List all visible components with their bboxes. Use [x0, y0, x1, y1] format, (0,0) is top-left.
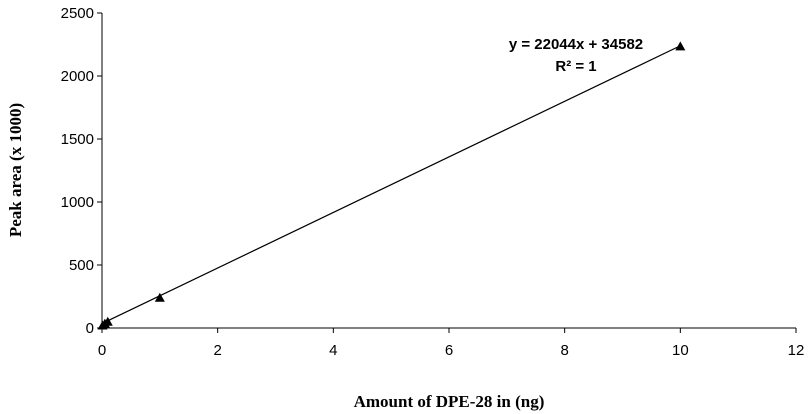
x-tick-label: 6	[445, 342, 453, 359]
y-tick-label: 2000	[61, 68, 94, 85]
y-tick-label: 1500	[61, 131, 94, 148]
equation-label: y = 22044x + 34582	[509, 36, 643, 53]
x-ticks: 0 2 4 6 8 10 12	[98, 328, 805, 359]
x-tick-label: 10	[672, 342, 689, 359]
y-tick-label: 0	[86, 320, 94, 337]
y-axis-title: Peak area (x 1000)	[6, 103, 25, 237]
x-axis-title: Amount of DPE-28 in (ng)	[354, 392, 545, 411]
y-tick-label: 1000	[61, 194, 94, 211]
data-point-marker	[102, 316, 113, 326]
trendline	[101, 45, 681, 325]
data-point-marker	[154, 292, 165, 302]
trendline-group	[101, 45, 681, 325]
axes	[101, 13, 796, 329]
x-tick-label: 0	[98, 342, 106, 359]
x-tick-label: 12	[788, 342, 805, 359]
y-tick-label: 2500	[61, 5, 94, 22]
y-ticks: 0 500 1000 1500 2000 2500	[61, 5, 102, 337]
x-tick-label: 2	[213, 342, 221, 359]
x-tick-label: 8	[560, 342, 568, 359]
y-tick-label: 500	[69, 257, 94, 274]
r-squared-label: R² = 1	[555, 58, 596, 75]
data-point-marker	[675, 41, 686, 51]
x-tick-label: 4	[329, 342, 337, 359]
data-points	[97, 41, 686, 330]
